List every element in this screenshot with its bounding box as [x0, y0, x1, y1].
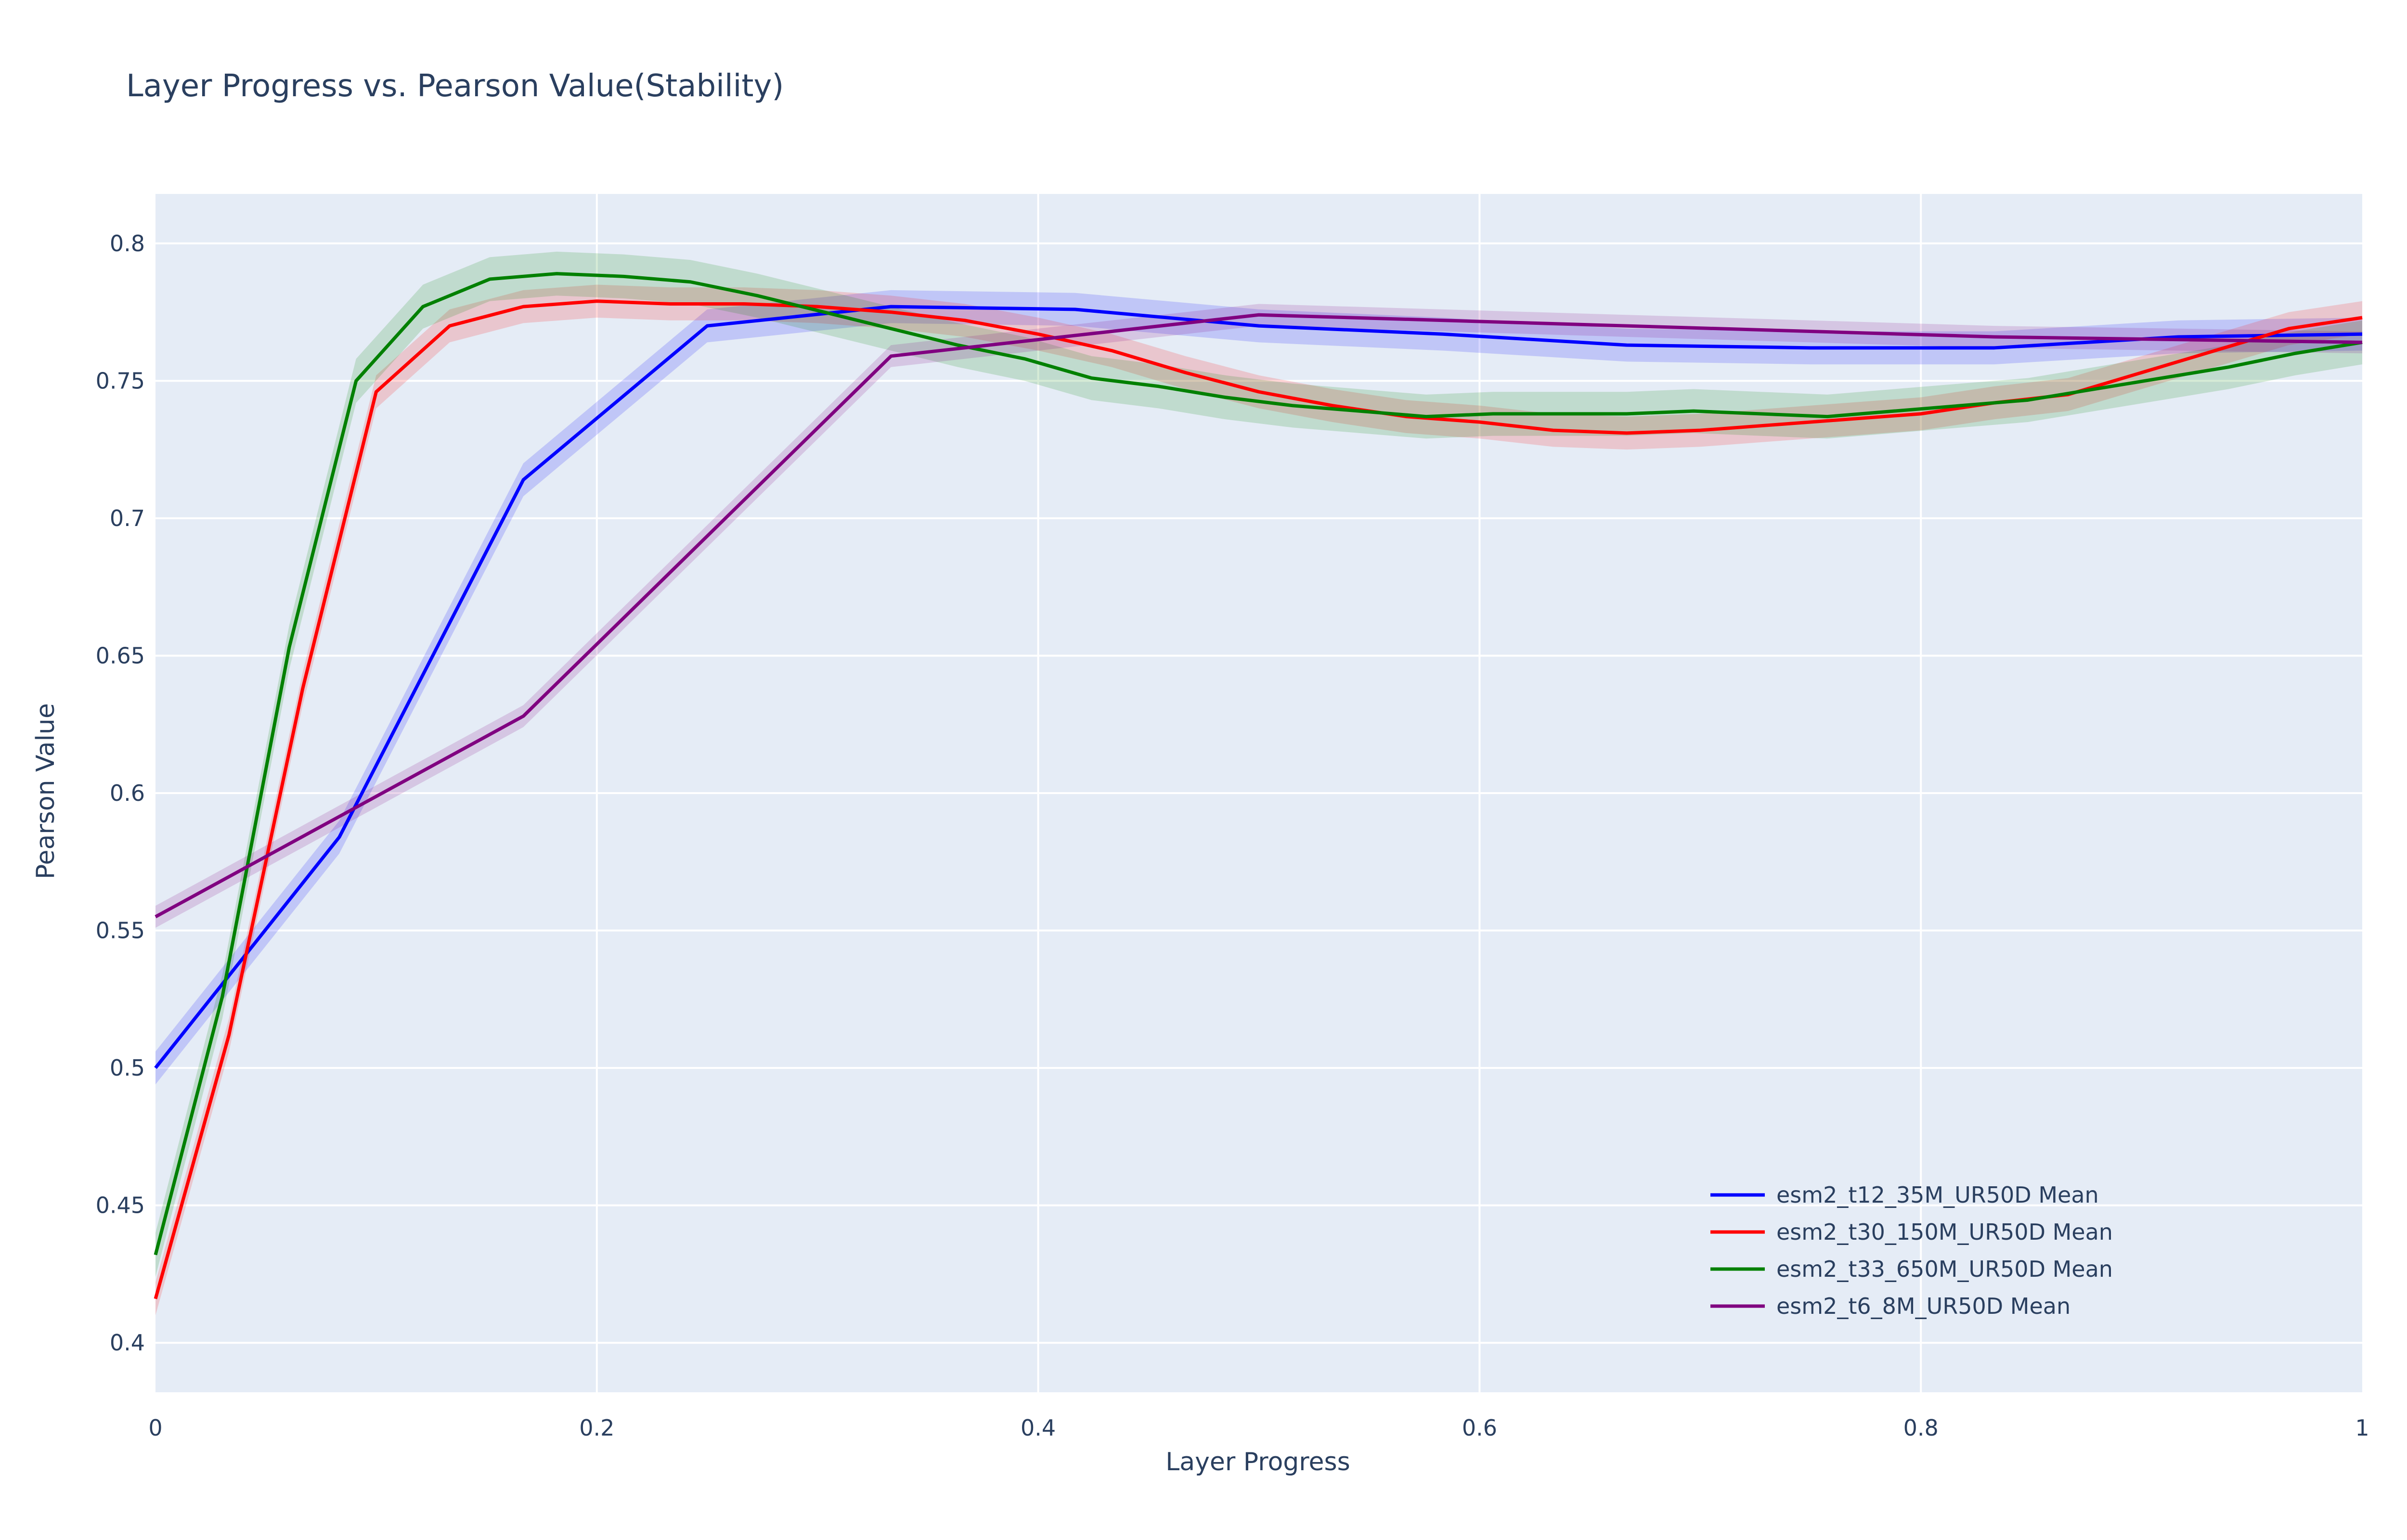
x-tick-label: 0.8	[1903, 1415, 1939, 1441]
legend-label-3: esm2_t6_8M_UR50D Mean	[1776, 1293, 2071, 1319]
x-tick-label: 0.2	[579, 1415, 614, 1441]
x-axis-title: Layer Progress	[1165, 1448, 1350, 1476]
legend-label-1: esm2_t30_150M_UR50D Mean	[1776, 1219, 2113, 1245]
x-tick-label: 1	[2355, 1415, 2369, 1441]
legend-label-2: esm2_t33_650M_UR50D Mean	[1776, 1256, 2113, 1282]
series-line-0	[154, 305, 2363, 1069]
series-line-2	[154, 272, 2363, 1256]
series-lines	[154, 272, 2363, 1299]
legend: esm2_t12_35M_UR50D Mean esm2_t30_150M_UR5…	[1710, 1182, 2113, 1319]
y-tick-label: 0.65	[96, 642, 145, 668]
y-axis-title: Pearson Value	[31, 703, 60, 879]
y-tick-label: 0.5	[110, 1055, 145, 1081]
confidence-bands	[155, 251, 2362, 1316]
x-tick-label: 0	[148, 1415, 162, 1441]
y-tick-label: 0.45	[96, 1193, 145, 1219]
x-tick-label: 0.6	[1462, 1415, 1497, 1441]
series-line-3	[155, 313, 2363, 919]
series-band-2	[155, 251, 2362, 1277]
chart-title: Layer Progress vs. Pearson Value(Stabili…	[126, 68, 784, 104]
x-tick-label: 0.4	[1021, 1415, 1056, 1441]
series-band-1	[155, 284, 2362, 1316]
y-tick-label: 0.4	[110, 1330, 145, 1356]
y-tick-label: 0.6	[110, 780, 145, 806]
y-tick-label: 0.8	[110, 231, 145, 257]
y-tick-label: 0.7	[110, 505, 145, 531]
x-axis-ticks: 0 0.2 0.4 0.6 0.8 1	[148, 1415, 2369, 1441]
y-axis-ticks: 0.4 0.45 0.5 0.55 0.6 0.65 0.7 0.75 0.8	[96, 231, 145, 1356]
y-tick-label: 0.55	[96, 918, 145, 944]
grid-lines	[155, 194, 2362, 1392]
legend-label-0: esm2_t12_35M_UR50D Mean	[1776, 1182, 2099, 1208]
y-tick-label: 0.75	[96, 368, 145, 394]
